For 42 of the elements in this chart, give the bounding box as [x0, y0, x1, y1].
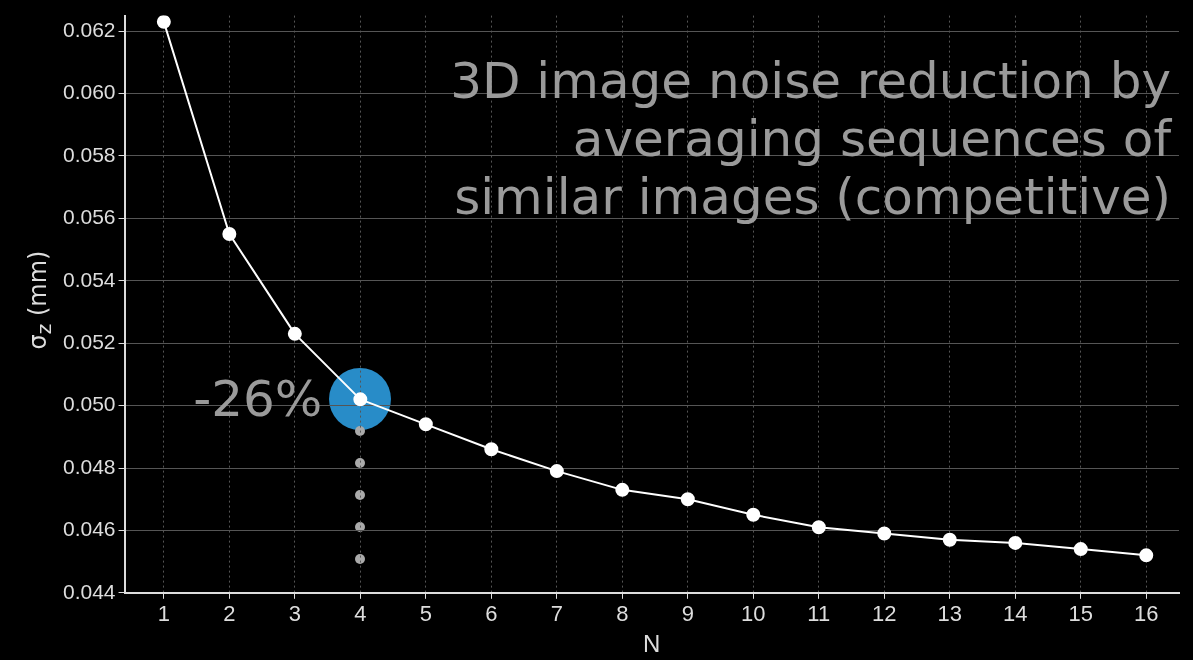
x-tick-label: 7: [550, 601, 563, 627]
x-tick-label: 13: [937, 601, 963, 627]
y-tick-label: 0.050: [62, 392, 116, 416]
point: [549, 464, 564, 479]
y-tick-label: 0.062: [62, 18, 116, 41]
x-tick-label: 1: [157, 601, 170, 627]
y-tick-label: 0.052: [62, 330, 116, 353]
x-tick-label: 11: [807, 601, 831, 627]
y-tick-label: 0.046: [62, 517, 116, 541]
point: [680, 492, 695, 507]
x-tick-label: 15: [1068, 601, 1093, 627]
y-tick-label: 0.058: [62, 142, 116, 166]
point: [811, 520, 826, 535]
point: [746, 507, 761, 522]
x-tick-label: 16: [1134, 601, 1159, 627]
x-tick-label: 12: [872, 601, 897, 627]
x-tick-label: 10: [741, 601, 766, 627]
x-tick-label: 2: [223, 601, 236, 627]
x-tick-label: 8: [616, 601, 629, 627]
point: [1008, 535, 1023, 550]
point: [156, 15, 171, 29]
x-tick-label: 4: [354, 601, 367, 627]
x-tick-label: 5: [419, 601, 432, 627]
point: [615, 482, 630, 497]
point: [418, 417, 433, 432]
point: [1073, 542, 1088, 557]
x-axis-title: N: [643, 630, 661, 658]
point: [1139, 548, 1154, 563]
point: [287, 326, 302, 341]
y-tick-label: 0.056: [62, 205, 116, 229]
point: [877, 526, 892, 541]
y-tick-label: 0.060: [62, 80, 116, 104]
y-tick-label: 0.044: [62, 579, 116, 603]
point: [222, 227, 237, 241]
x-tick-label: 3: [288, 601, 301, 627]
x-tick-label: 6: [485, 601, 498, 627]
y-tick-label: 0.054: [62, 267, 116, 291]
point: [942, 532, 957, 547]
x-tick-label: 14: [1003, 601, 1028, 627]
y-tick-label: 0.048: [62, 454, 116, 478]
x-tick-label: 9: [681, 601, 694, 627]
point: [484, 442, 499, 457]
